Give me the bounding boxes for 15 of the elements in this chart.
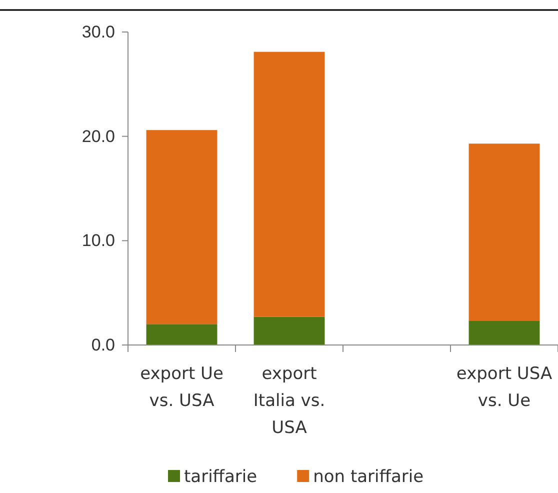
bar xyxy=(254,316,325,345)
x-tick-label: export Ue vs. USA xyxy=(140,364,224,411)
x-tick-label: export USA vs. Ue xyxy=(456,364,552,411)
y-tick-label: 30.0 xyxy=(82,22,115,42)
bar xyxy=(146,324,218,345)
y-tick-label: 20.0 xyxy=(82,126,115,146)
legend-label: tariffarie xyxy=(184,467,258,487)
bar xyxy=(146,130,218,324)
bar xyxy=(254,52,325,317)
y-tick-label: 10.0 xyxy=(82,231,115,250)
y-tick-label: 0.0 xyxy=(91,335,115,354)
x-tick-label: export Italia vs. USA xyxy=(253,364,326,438)
legend-label: non tariffarie xyxy=(313,467,424,487)
bar xyxy=(468,321,540,345)
bar xyxy=(468,144,540,322)
